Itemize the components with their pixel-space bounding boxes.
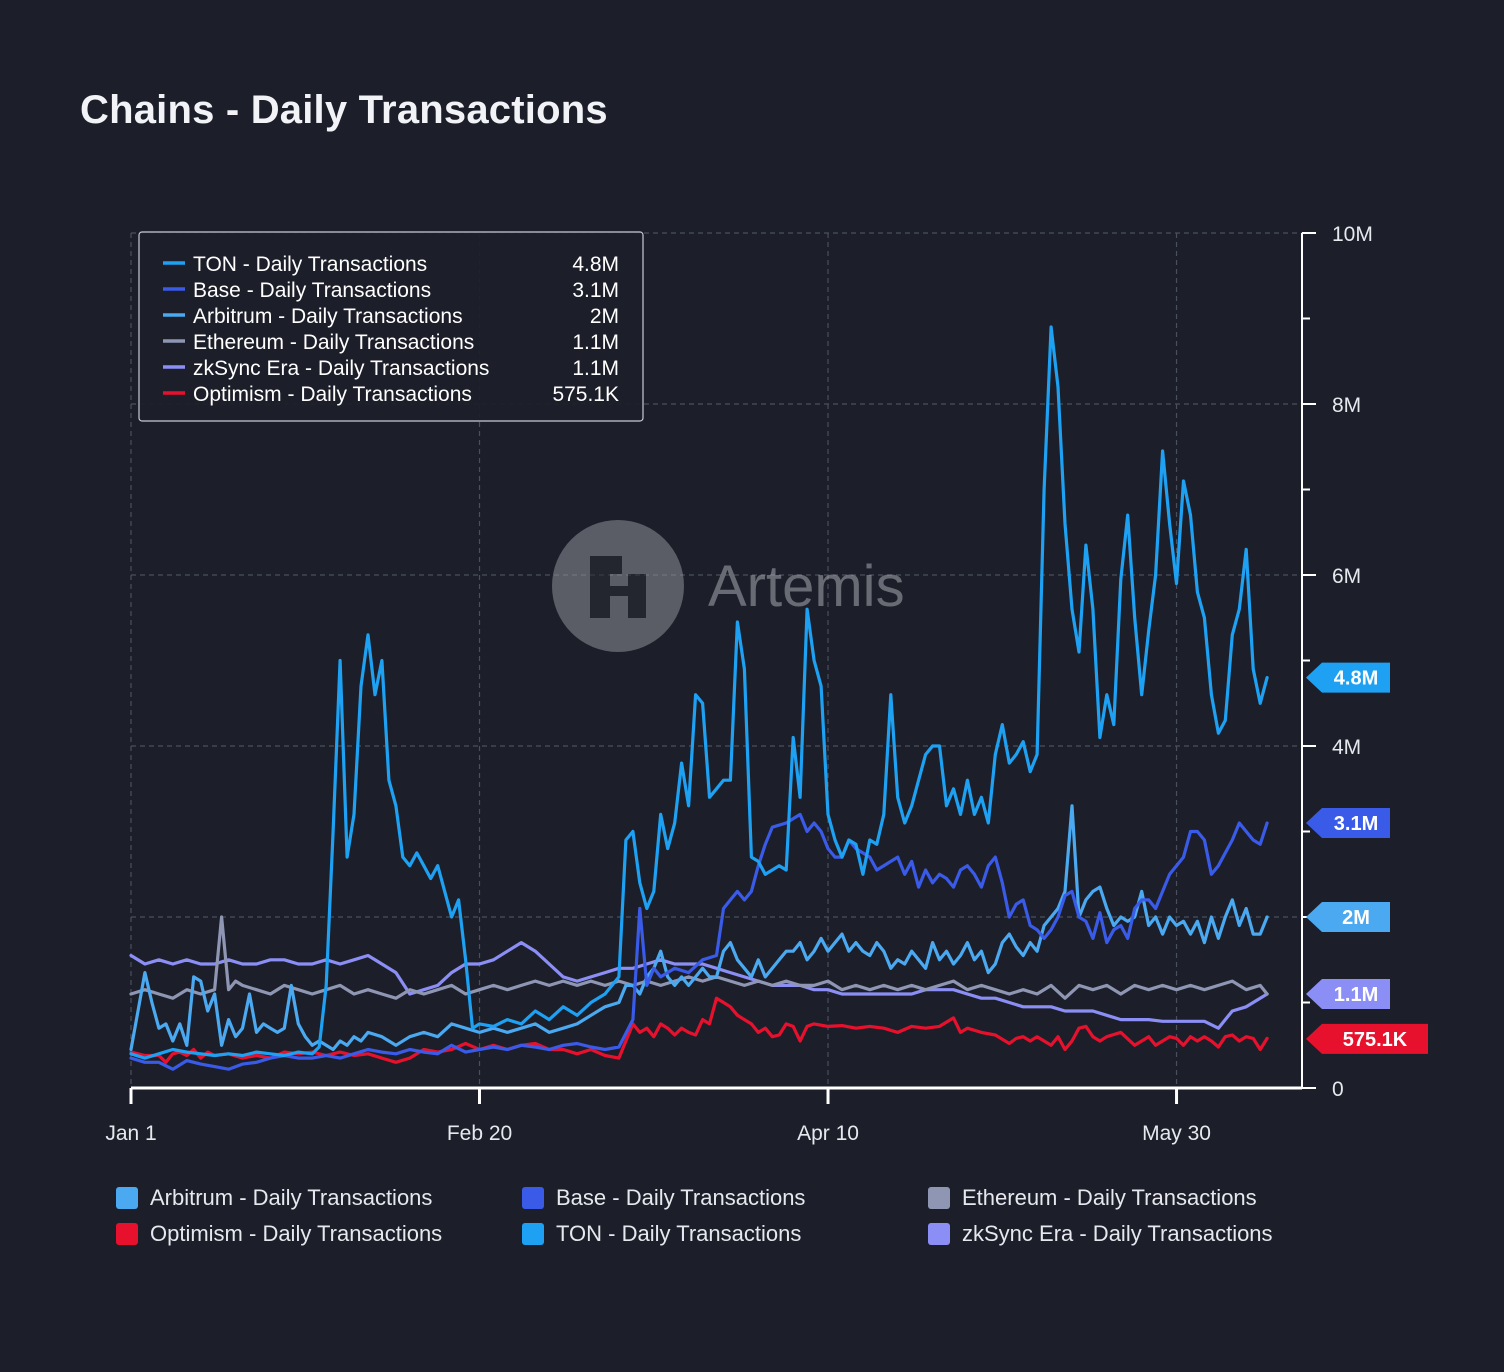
series-line-optimism [129,996,1269,1064]
hover-legend-value: 575.1K [552,383,619,406]
hover-legend-value: 2M [590,305,619,328]
legend-item[interactable]: TON - Daily Transactions [522,1221,801,1247]
end-tag-label-zksync: 1.1M [1334,984,1378,1006]
y-tick-label: 6M [1332,565,1361,588]
legend-item[interactable]: Optimism - Daily Transactions [116,1221,442,1247]
hover-legend-label: Optimism - Daily Transactions [193,383,472,406]
y-tick-label: 8M [1332,394,1361,417]
y-tick-label: 4M [1332,736,1361,759]
legend-swatch [522,1187,544,1209]
legend-label: Ethereum - Daily Transactions [962,1185,1257,1210]
legend-swatch [116,1223,138,1245]
hover-legend-value: 3.1M [572,279,619,302]
hover-legend-value: 1.1M [572,331,619,354]
legend-item[interactable]: Base - Daily Transactions [522,1185,805,1211]
hover-legend-value: 1.1M [572,357,619,380]
hover-legend-label: zkSync Era - Daily Transactions [193,357,489,380]
y-tick-label: 0 [1332,1078,1344,1101]
hover-legend-label: Ethereum - Daily Transactions [193,331,474,354]
legend-label: TON - Daily Transactions [556,1221,802,1246]
legend-label: zkSync Era - Daily Transactions [962,1221,1273,1246]
hover-legend-label: Base - Daily Transactions [193,279,431,302]
end-tag-optimism [1306,1023,1428,1054]
series-line-arbitrum [129,804,1269,1052]
series-line-ethereum [129,915,1269,1000]
hover-legend-value: 4.8M [572,253,619,276]
end-tag-ton [1306,662,1390,693]
legend-label: Base - Daily Transactions [556,1185,806,1210]
hover-legend-label: TON - Daily Transactions [193,253,427,276]
legend-swatch [116,1187,138,1209]
artemis-watermark: Artemis [552,520,905,652]
end-tag-base [1306,807,1390,838]
series-line-zksync [129,941,1269,1030]
legend-swatch [928,1223,950,1245]
hover-legend: TON - Daily Transactions 4.8M Base - Daily… [138,231,644,422]
x-tick-label: Feb 20 [447,1122,512,1145]
end-tag-arbitrum [1306,902,1390,932]
end-tag-zksync [1306,978,1390,1009]
end-value-tags: 4.8M 3.1M 2M 1.1M 575.1K [1306,662,1428,1054]
axes: Jan 1 Feb 20 Apr 10 May 30 0 2M 4M 6M 8M 10M [105,223,1373,1145]
legend-swatch [928,1187,950,1209]
legend-item[interactable]: zkSync Era - Daily Transactions [928,1221,1273,1247]
end-tag-label-optimism: 575.1K [1343,1029,1408,1051]
legend-item[interactable]: Ethereum - Daily Transactions [928,1185,1257,1211]
legend-label: Optimism - Daily Transactions [150,1221,443,1246]
end-tag-label-arbitrum: 2M [1342,907,1370,929]
legend-label: Arbitrum - Daily Transactions [150,1185,433,1210]
x-tick-label: May 30 [1142,1122,1211,1145]
end-tag-label-ton: 4.8M [1334,668,1378,690]
y-tick-label: 10M [1332,223,1373,246]
gridlines [130,232,1302,1088]
legend-item[interactable]: Arbitrum - Daily Transactions [116,1185,432,1211]
hover-legend-label: Arbitrum - Daily Transactions [193,305,463,328]
chart-title: Chains - Daily Transactions [80,88,608,132]
series-line-base [129,812,1269,1071]
legend-swatch [522,1223,544,1245]
end-tag-label-base: 3.1M [1334,813,1378,835]
artemis-logo-mark [590,556,646,618]
hover-legend-box [138,231,644,422]
series-line-ton [129,325,1269,1060]
x-tick-label: Apr 10 [797,1122,859,1145]
x-tick-label: Jan 1 [105,1122,156,1145]
series-lines [129,325,1269,1071]
